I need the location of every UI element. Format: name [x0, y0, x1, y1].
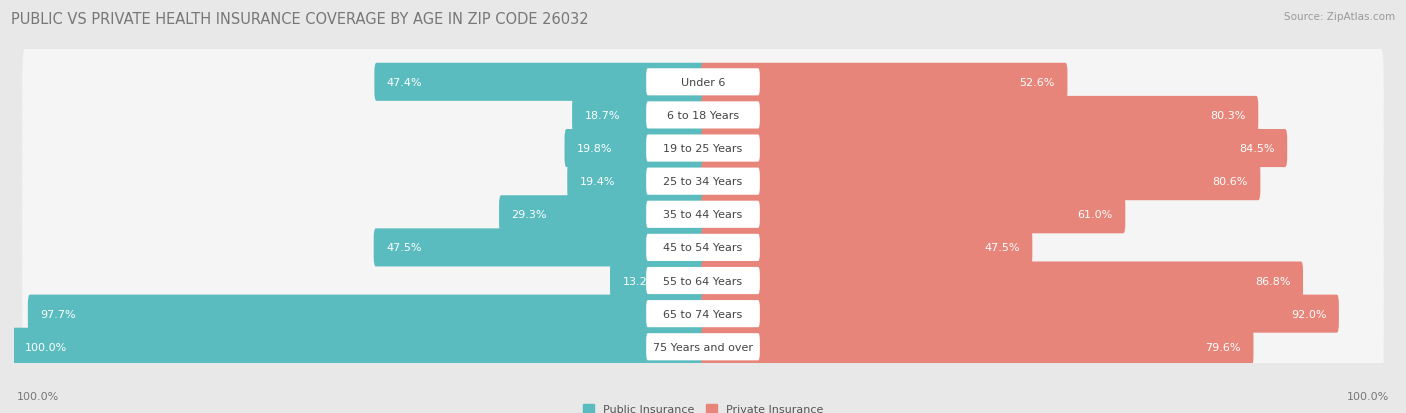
FancyBboxPatch shape — [22, 276, 1384, 351]
FancyBboxPatch shape — [22, 144, 1384, 219]
FancyBboxPatch shape — [374, 64, 704, 102]
FancyBboxPatch shape — [22, 210, 1384, 285]
Text: 100.0%: 100.0% — [24, 342, 66, 352]
Text: 19 to 25 Years: 19 to 25 Years — [664, 144, 742, 154]
FancyBboxPatch shape — [647, 135, 759, 162]
FancyBboxPatch shape — [647, 333, 759, 361]
FancyBboxPatch shape — [702, 262, 1303, 300]
FancyBboxPatch shape — [647, 168, 759, 195]
Text: 25 to 34 Years: 25 to 34 Years — [664, 177, 742, 187]
FancyBboxPatch shape — [702, 163, 1260, 201]
FancyBboxPatch shape — [702, 295, 1339, 333]
Legend: Public Insurance, Private Insurance: Public Insurance, Private Insurance — [583, 404, 823, 413]
FancyBboxPatch shape — [610, 262, 704, 300]
Text: 29.3%: 29.3% — [512, 210, 547, 220]
Text: 19.8%: 19.8% — [576, 144, 613, 154]
FancyBboxPatch shape — [647, 267, 759, 294]
Text: Under 6: Under 6 — [681, 78, 725, 88]
Text: 92.0%: 92.0% — [1291, 309, 1326, 319]
FancyBboxPatch shape — [499, 196, 704, 234]
FancyBboxPatch shape — [567, 163, 704, 201]
Text: 18.7%: 18.7% — [585, 111, 620, 121]
FancyBboxPatch shape — [374, 229, 704, 267]
FancyBboxPatch shape — [702, 328, 1254, 366]
FancyBboxPatch shape — [28, 295, 704, 333]
Text: 97.7%: 97.7% — [41, 309, 76, 319]
FancyBboxPatch shape — [647, 102, 759, 129]
Text: 61.0%: 61.0% — [1077, 210, 1114, 220]
FancyBboxPatch shape — [647, 234, 759, 261]
FancyBboxPatch shape — [13, 328, 704, 366]
Text: 19.4%: 19.4% — [579, 177, 616, 187]
Text: 47.5%: 47.5% — [387, 243, 422, 253]
FancyBboxPatch shape — [702, 64, 1067, 102]
Text: 55 to 64 Years: 55 to 64 Years — [664, 276, 742, 286]
FancyBboxPatch shape — [647, 201, 759, 228]
FancyBboxPatch shape — [22, 78, 1384, 153]
FancyBboxPatch shape — [22, 177, 1384, 252]
FancyBboxPatch shape — [565, 130, 704, 168]
Text: 65 to 74 Years: 65 to 74 Years — [664, 309, 742, 319]
Text: 13.2%: 13.2% — [623, 276, 658, 286]
Text: 6 to 18 Years: 6 to 18 Years — [666, 111, 740, 121]
Text: PUBLIC VS PRIVATE HEALTH INSURANCE COVERAGE BY AGE IN ZIP CODE 26032: PUBLIC VS PRIVATE HEALTH INSURANCE COVER… — [11, 12, 589, 27]
Text: 52.6%: 52.6% — [1019, 78, 1054, 88]
Text: 100.0%: 100.0% — [1347, 391, 1389, 401]
Text: 84.5%: 84.5% — [1239, 144, 1275, 154]
Text: 35 to 44 Years: 35 to 44 Years — [664, 210, 742, 220]
FancyBboxPatch shape — [702, 97, 1258, 135]
Text: Source: ZipAtlas.com: Source: ZipAtlas.com — [1284, 12, 1395, 22]
FancyBboxPatch shape — [702, 130, 1288, 168]
Text: 79.6%: 79.6% — [1205, 342, 1241, 352]
FancyBboxPatch shape — [22, 45, 1384, 120]
Text: 80.3%: 80.3% — [1211, 111, 1246, 121]
Text: 47.4%: 47.4% — [387, 78, 422, 88]
Text: 45 to 54 Years: 45 to 54 Years — [664, 243, 742, 253]
FancyBboxPatch shape — [572, 97, 704, 135]
Text: 47.5%: 47.5% — [984, 243, 1019, 253]
Text: 75 Years and over: 75 Years and over — [652, 342, 754, 352]
FancyBboxPatch shape — [22, 243, 1384, 318]
FancyBboxPatch shape — [22, 309, 1384, 385]
FancyBboxPatch shape — [647, 69, 759, 96]
Text: 80.6%: 80.6% — [1212, 177, 1249, 187]
FancyBboxPatch shape — [702, 229, 1032, 267]
FancyBboxPatch shape — [22, 111, 1384, 186]
Text: 86.8%: 86.8% — [1256, 276, 1291, 286]
FancyBboxPatch shape — [647, 300, 759, 328]
Text: 100.0%: 100.0% — [17, 391, 59, 401]
FancyBboxPatch shape — [702, 196, 1125, 234]
